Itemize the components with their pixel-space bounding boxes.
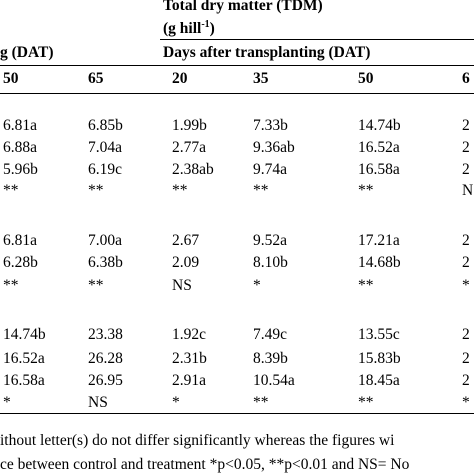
cell: 6.85b bbox=[88, 117, 123, 134]
cell: 6.28b bbox=[3, 254, 38, 271]
unit-sup: -1 bbox=[201, 19, 210, 30]
cell: 2.09 bbox=[172, 254, 200, 271]
cell: 26.28 bbox=[88, 350, 123, 367]
group-header: Days after transplanting (DAT) bbox=[163, 44, 371, 61]
cell: 16.52a bbox=[3, 350, 45, 367]
cell: 14.68b bbox=[358, 254, 401, 271]
rule bbox=[160, 39, 474, 40]
cell: 14.74b bbox=[358, 117, 401, 134]
cell: N bbox=[462, 182, 474, 199]
column-header: 50 bbox=[358, 70, 374, 87]
unit-text: (g hill bbox=[163, 20, 202, 38]
rule bbox=[0, 65, 474, 66]
column-header: 6 bbox=[462, 70, 470, 87]
cell: 6.88a bbox=[3, 139, 38, 156]
cell: * bbox=[462, 394, 470, 411]
cell: 6.38b bbox=[88, 254, 123, 271]
cell: 2 bbox=[462, 326, 470, 343]
cell: ** bbox=[253, 394, 269, 411]
cell: 13.55c bbox=[358, 326, 400, 343]
cell: 7.33b bbox=[253, 117, 288, 134]
unit-close: ) bbox=[209, 20, 215, 38]
cell: ** bbox=[88, 277, 104, 294]
cell: 5.96b bbox=[3, 161, 38, 178]
cell: ** bbox=[172, 182, 188, 199]
column-header: 65 bbox=[88, 70, 104, 87]
cell: 6.81a bbox=[3, 117, 38, 134]
cell: 14.74b bbox=[3, 326, 46, 343]
cell: 2 bbox=[462, 117, 470, 134]
table-title: Total dry matter (TDM) bbox=[163, 0, 323, 14]
cell: 1.99b bbox=[172, 117, 207, 134]
cell: * bbox=[172, 394, 180, 411]
cell: NS bbox=[172, 277, 192, 294]
column-header: 50 bbox=[3, 70, 19, 87]
group-header: g (DAT) bbox=[0, 44, 54, 61]
cell: ** bbox=[358, 277, 374, 294]
cell: ** bbox=[358, 394, 374, 411]
cell: 18.45a bbox=[358, 372, 400, 389]
footnote: ce between control and treatment *p<0.05… bbox=[0, 456, 410, 473]
cell: 2.91a bbox=[172, 372, 207, 389]
cell: ** bbox=[358, 182, 374, 199]
cell: 2.77a bbox=[172, 139, 207, 156]
cell: 7.00a bbox=[88, 232, 123, 249]
cell: 1.92c bbox=[172, 326, 207, 343]
cell: 2.38ab bbox=[172, 161, 214, 178]
rule bbox=[0, 413, 474, 414]
cell: 8.39b bbox=[253, 350, 288, 367]
cell: 17.21a bbox=[358, 232, 400, 249]
cell: 23.38 bbox=[88, 326, 123, 343]
cell: 26.95 bbox=[88, 372, 123, 389]
cell: 16.58a bbox=[358, 161, 400, 178]
cell: 2 bbox=[462, 254, 470, 271]
cell: 9.52a bbox=[253, 232, 288, 249]
cell: NS bbox=[88, 394, 108, 411]
cell: 2 bbox=[462, 161, 470, 178]
cell: 9.36ab bbox=[253, 139, 295, 156]
cell: 10.54a bbox=[253, 372, 295, 389]
cell: 16.58a bbox=[3, 372, 45, 389]
cell: 15.83b bbox=[358, 350, 401, 367]
cell: * bbox=[253, 277, 261, 294]
footnote: ithout letter(s) do not differ significa… bbox=[0, 432, 395, 449]
cell: 6.81a bbox=[3, 232, 38, 249]
cell: * bbox=[3, 394, 11, 411]
cell: 6.19c bbox=[88, 161, 123, 178]
cell: 2.67 bbox=[172, 232, 200, 249]
column-header: 35 bbox=[253, 70, 269, 87]
cell: ** bbox=[88, 182, 104, 199]
cell: 16.52a bbox=[358, 139, 400, 156]
cell: 2 bbox=[462, 350, 470, 367]
cell: 2 bbox=[462, 372, 470, 389]
rule bbox=[0, 93, 474, 94]
cell: ** bbox=[3, 182, 19, 199]
cell: 7.04a bbox=[88, 139, 123, 156]
unit: (g hill-1) bbox=[163, 20, 215, 37]
cell: 8.10b bbox=[253, 254, 288, 271]
column-header: 20 bbox=[172, 70, 188, 87]
cell: 2.31b bbox=[172, 350, 207, 367]
cell: ** bbox=[253, 182, 269, 199]
cell: 9.74a bbox=[253, 161, 288, 178]
cell: 7.49c bbox=[253, 326, 288, 343]
cell: ** bbox=[3, 277, 19, 294]
cell: 2 bbox=[462, 232, 470, 249]
cell: 2 bbox=[462, 139, 470, 156]
cell: * bbox=[462, 277, 470, 294]
